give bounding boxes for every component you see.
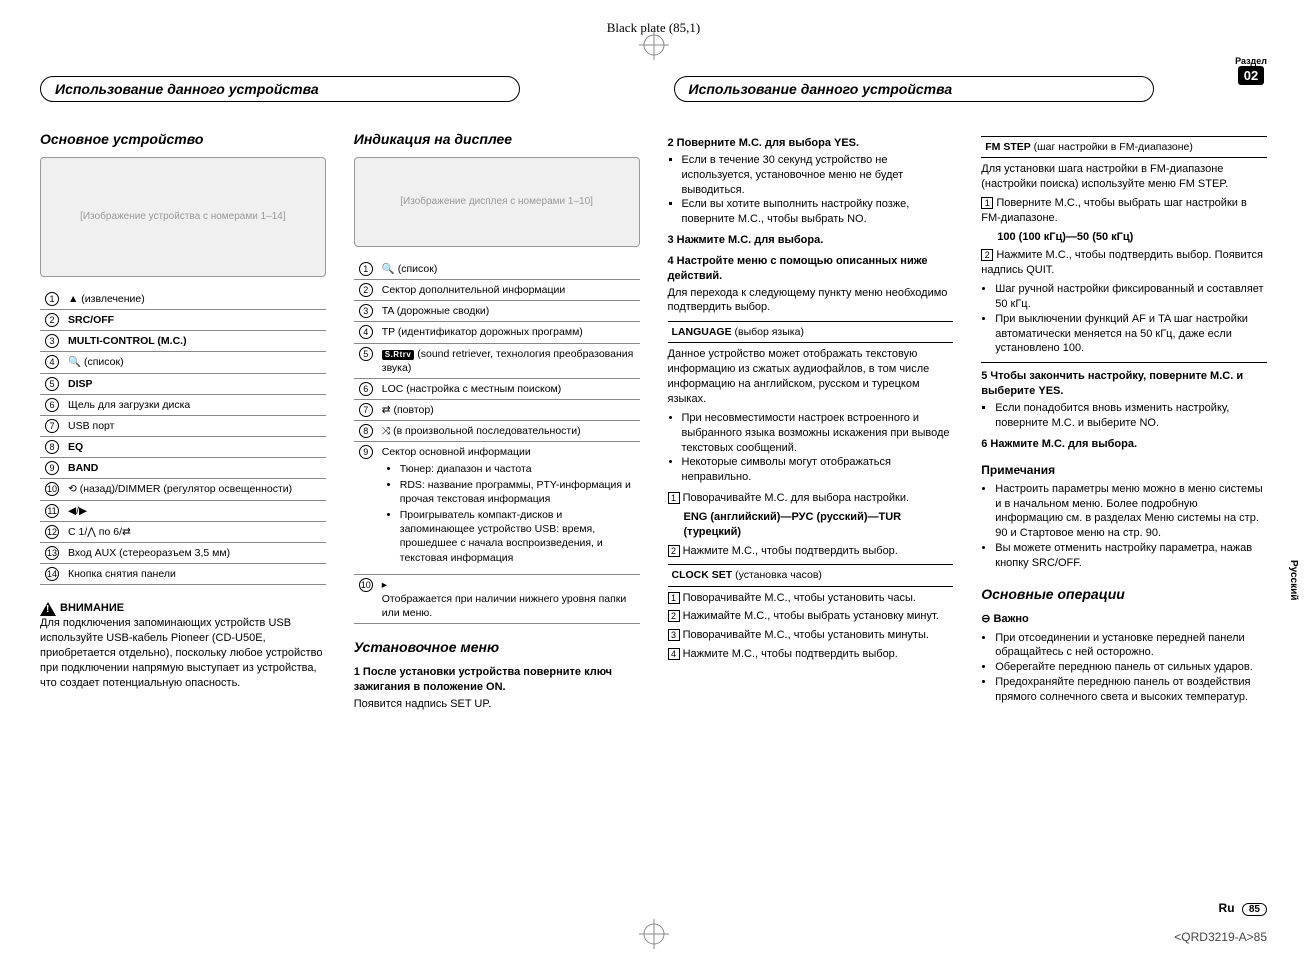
device-diagram: [Изображение устройства с номерами 1–14] xyxy=(40,157,326,277)
warning-header: ВНИМАНИЕ xyxy=(40,601,326,616)
column-3: 2 Поверните M.C. для выбора YES. Если в … xyxy=(668,130,954,716)
heading-setup-menu: Установочное меню xyxy=(354,638,640,657)
warning-text: Для подключения запоминающих устройств U… xyxy=(40,616,326,690)
crop-mark-bottom xyxy=(639,919,669,949)
language-tab: Русский xyxy=(1288,560,1299,600)
column-2: Индикация на дисплее [Изображение диспле… xyxy=(354,130,640,716)
heading-basic-ops: Основные операции xyxy=(981,585,1267,604)
menu-language: LANGUAGE LANGUAGE (выбор языка)(выбор яз… xyxy=(668,321,954,343)
section-header-left: Использование данного устройства xyxy=(40,76,520,102)
section-badge: Раздел 02 xyxy=(1235,56,1267,85)
column-4: FM STEP (шаг настройки в FM-диапазоне) Д… xyxy=(981,130,1267,716)
main-unit-callouts: 1▲ (извлечение) 2SRC/OFF 3MULTI-CONTROL … xyxy=(40,289,326,585)
display-callouts: 1🔍 (список) 2Сектор дополнительной инфор… xyxy=(354,259,640,624)
heading-display: Индикация на дисплее xyxy=(354,130,640,149)
column-1: Основное устройство [Изображение устройс… xyxy=(40,130,326,716)
crop-mark-top xyxy=(639,30,669,60)
warning-icon xyxy=(40,602,56,616)
menu-clock: CLOCK SET (установка часов) xyxy=(668,564,954,586)
menu-fmstep: FM STEP (шаг настройки в FM-диапазоне) xyxy=(981,136,1267,158)
notes-heading: Примечания xyxy=(981,462,1267,478)
heading-main-unit: Основное устройство xyxy=(40,130,326,149)
section-header-right: Использование данного устройства xyxy=(674,76,1154,102)
display-diagram: [Изображение дисплея с номерами 1–10] xyxy=(354,157,640,247)
footer: Ru 85 <QRD3219-A>85 xyxy=(1174,901,1267,944)
